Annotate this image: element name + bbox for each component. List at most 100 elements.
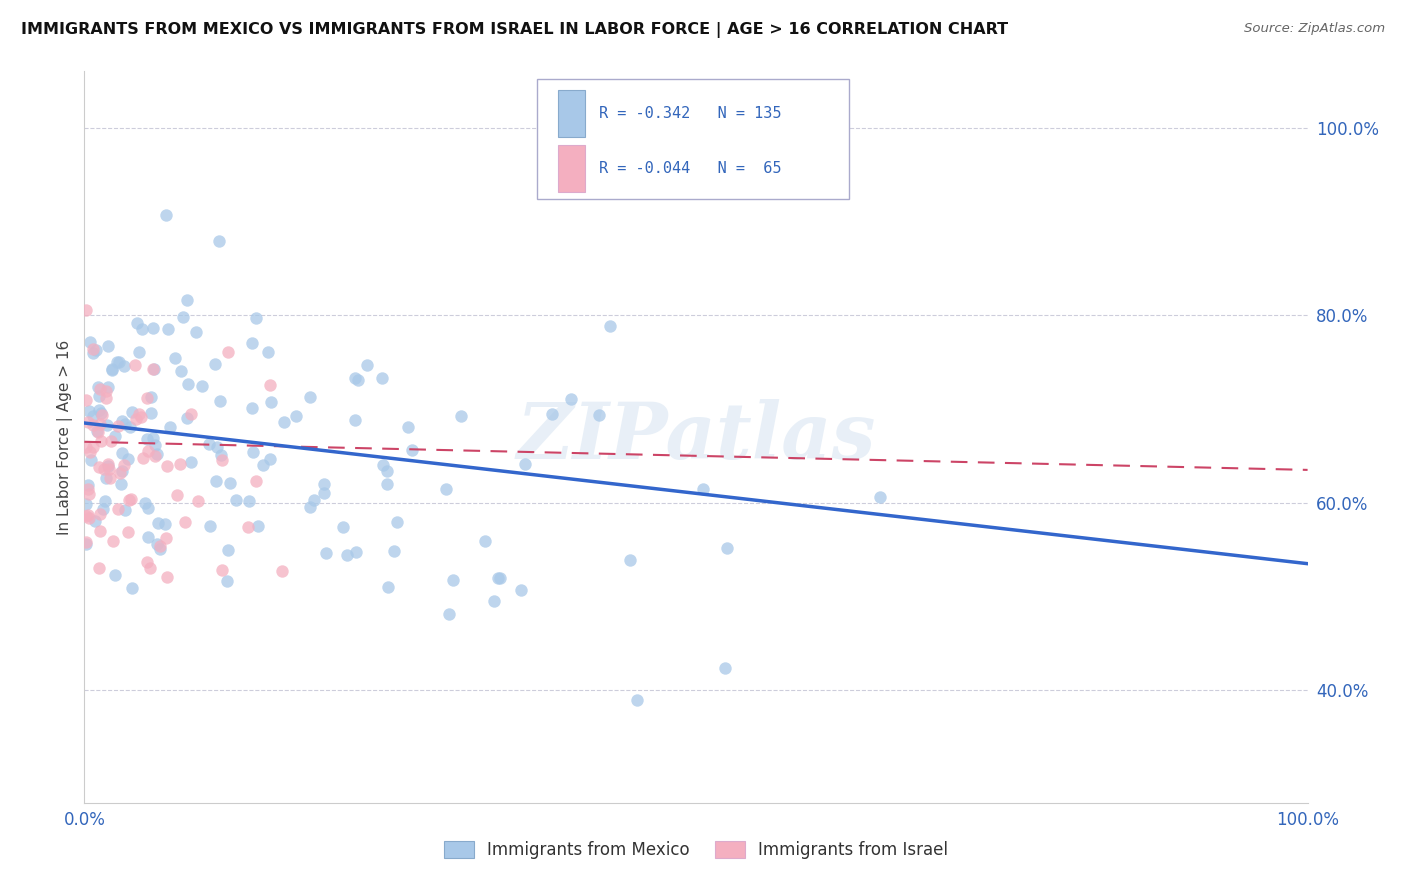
Point [190,378,212,392]
Point [97,458,120,473]
Point [396,420,419,434]
Point [299,500,322,514]
Point [110,477,132,491]
Point [259,452,281,467]
Point [104,568,127,582]
Point [257,344,280,359]
Point [155,569,177,583]
Point [450,409,472,423]
Point [89,417,111,431]
Point [75,508,97,523]
Point [215,574,238,588]
Point [136,555,159,569]
Point [401,442,423,457]
Legend: Immigrants from Mexico, Immigrants from Israel: Immigrants from Mexico, Immigrants from … [436,833,956,868]
Point [176,293,198,308]
Point [510,583,533,598]
Point [626,693,648,707]
Point [692,482,714,496]
Point [118,493,141,508]
Point [714,661,737,675]
Point [136,391,159,405]
Point [488,570,510,584]
Point [96,418,118,433]
Point [97,380,120,394]
Point [273,415,295,429]
Point [82,409,104,423]
Point [101,533,124,548]
Point [486,571,509,585]
Point [82,440,104,454]
Point [169,457,191,471]
Point [125,316,148,330]
Point [560,392,582,406]
Point [217,344,239,359]
Point [155,516,177,531]
Point [284,409,307,424]
Point [114,417,136,432]
Point [136,500,159,515]
Point [187,494,209,508]
Point [76,508,98,522]
Point [238,493,260,508]
Point [259,394,281,409]
Point [112,359,135,373]
Point [136,432,159,446]
Point [97,458,120,472]
Point [149,542,172,557]
Point [271,565,294,579]
Point [180,407,202,421]
Point [159,420,181,434]
Point [89,459,111,474]
Point [375,464,398,478]
Point [198,437,221,451]
Point [315,546,337,560]
Point [75,497,97,511]
Point [211,452,233,467]
Point [132,450,155,465]
Point [90,406,112,420]
Point [139,561,162,575]
Point [87,389,110,403]
Point [143,449,166,463]
Point [217,543,239,558]
Point [75,537,97,551]
Point [218,476,240,491]
Point [86,424,108,438]
Point [136,443,159,458]
Point [142,320,165,334]
Point [259,377,281,392]
Point [117,524,139,539]
Point [332,520,354,534]
Point [125,412,148,426]
Point [94,471,117,485]
Point [82,417,104,432]
Point [98,471,121,485]
Point [347,373,370,387]
Point [124,358,146,372]
Point [240,335,263,350]
Point [716,541,738,555]
Point [238,520,260,534]
Point [90,434,112,449]
Point [128,344,150,359]
Point [110,464,132,478]
Point [93,462,115,476]
Point [107,501,129,516]
Point [588,409,610,423]
Point [869,490,891,504]
Point [121,405,143,419]
Point [89,382,111,396]
Point [107,419,129,434]
Point [117,451,139,466]
Point [209,394,232,409]
Point [75,302,97,317]
Point [371,458,394,472]
Point [89,507,111,521]
Text: ZIPatlas: ZIPatlas [516,399,876,475]
Point [344,545,367,559]
Point [129,410,152,425]
Point [314,476,336,491]
Point [184,325,207,339]
Point [156,459,179,474]
